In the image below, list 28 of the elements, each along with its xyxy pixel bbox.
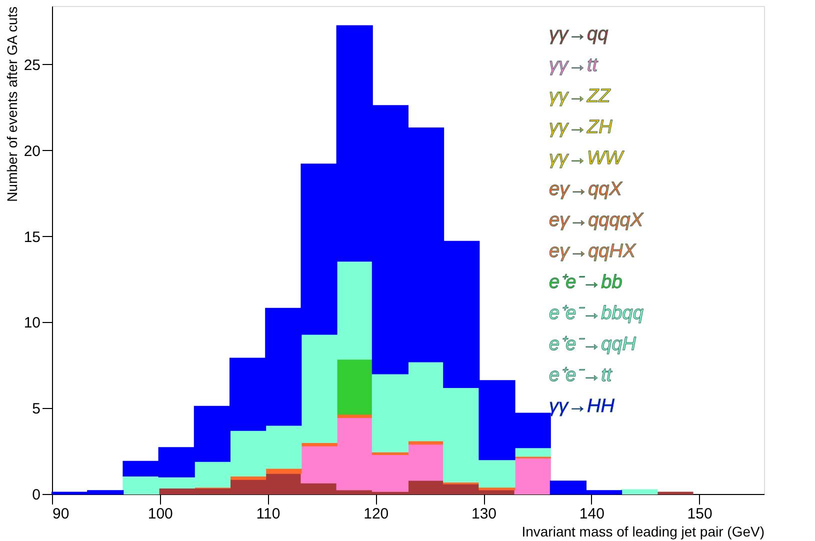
legend-label: eγ→qqHX [549,241,637,262]
legend-label: γγ→ZZ [549,86,612,107]
y-tick-label: 5 [32,400,40,418]
text: eγ→qqX [549,179,624,200]
y-tick-label: 25 [24,56,40,74]
x-axis-title: Invariant mass of leading jet pair (GeV) [522,524,764,540]
legend-label: γγ→WW [549,148,625,169]
legend-label: e⁺e⁻→qqH [549,334,636,355]
y-axis-title: Number of events after GA cuts [4,6,20,202]
legend-label: γγ→ZH [549,117,613,138]
x-tick-label: 110 [256,506,280,522]
text: e⁺e⁻→bbqq [549,303,644,324]
legend-label: e⁺e⁻→tt [549,365,612,386]
text: γγ→tt [549,55,598,76]
x-tick-label: 140 [579,506,604,522]
text: e⁺e⁻→bb [549,272,622,293]
text: γγ→qq [549,24,609,45]
y-tick-label: 20 [24,142,40,160]
x-tick-label: 100 [148,506,173,522]
y-tick-label: 0 [32,486,40,504]
y-tick-label: 10 [24,314,40,332]
series-label: γγ→HH [549,396,615,417]
x-tick-label: 130 [472,506,497,522]
legend-label: eγ→qqqqX [549,210,644,231]
y-tick-label: 15 [24,228,40,246]
x-tick-label: 90 [52,506,70,522]
x-tick-label: 150 [687,506,712,522]
x-tick-label: 120 [364,506,389,522]
